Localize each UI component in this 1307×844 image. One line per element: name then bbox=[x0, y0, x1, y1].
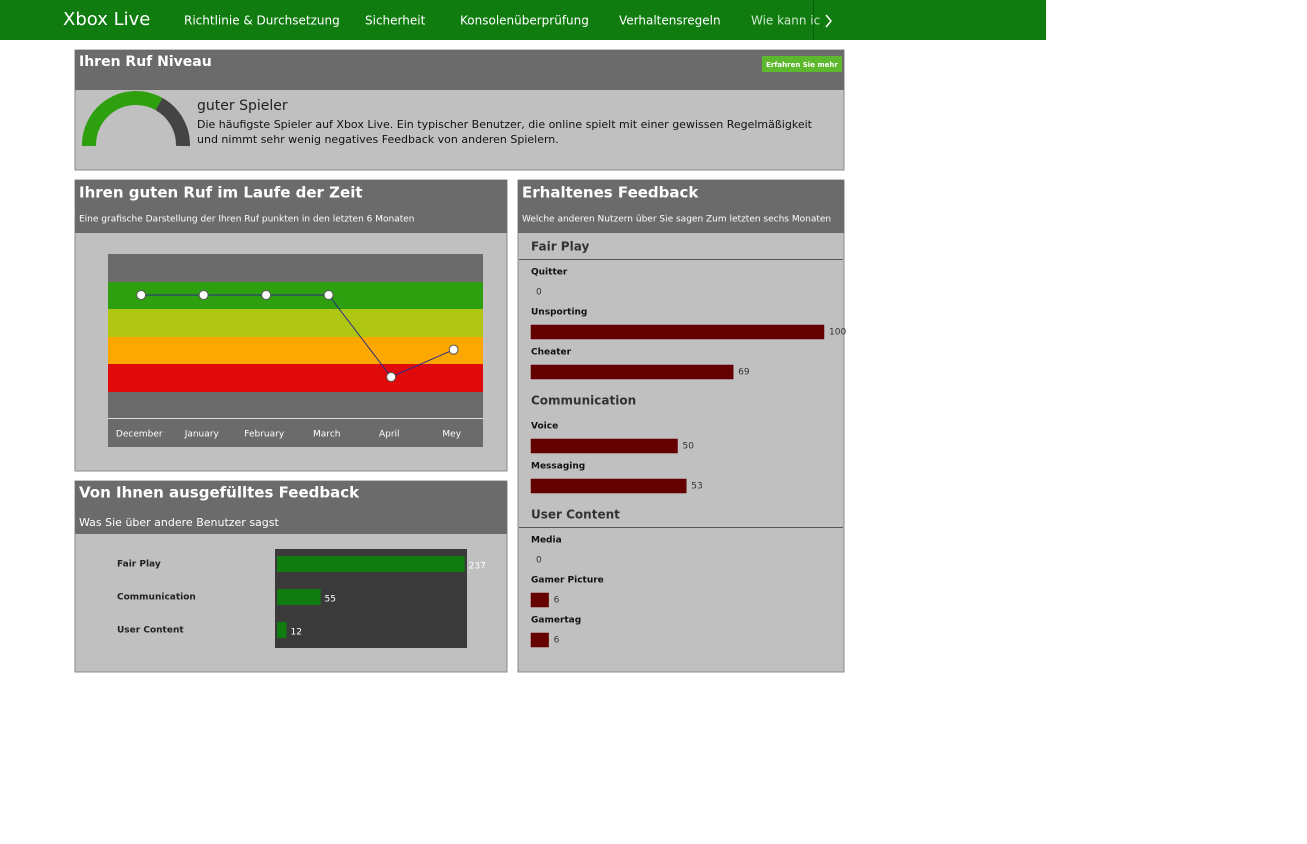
band bbox=[108, 337, 483, 364]
bar bbox=[530, 364, 734, 380]
bar bbox=[277, 556, 465, 572]
category-label: Fair Play bbox=[117, 560, 161, 570]
nav-item[interactable]: Verhaltensregeln bbox=[619, 14, 721, 28]
point bbox=[198, 290, 209, 300]
nav-item[interactable]: Konsolenüberprüfung bbox=[460, 14, 589, 28]
learn-more-button[interactable] bbox=[762, 56, 842, 72]
panel-subtitle: Welche anderen Nutzern über Sie sagen Zu… bbox=[522, 215, 831, 225]
band bbox=[108, 364, 483, 392]
band bbox=[108, 309, 483, 337]
bar bbox=[530, 632, 549, 648]
bar bbox=[530, 438, 678, 454]
bar-label: Gamer Picture bbox=[531, 576, 604, 586]
line bbox=[141, 294, 454, 378]
nav-next[interactable] bbox=[825, 14, 832, 28]
panel-title: Von Ihnen ausgefülltes Feedback bbox=[79, 484, 360, 502]
bar-label: Media bbox=[531, 536, 562, 546]
value-label: 69 bbox=[738, 368, 750, 378]
point bbox=[261, 290, 272, 300]
value-label: 237 bbox=[469, 562, 486, 572]
panel-title: Ihren guten Ruf im Laufe der Zeit bbox=[79, 184, 363, 202]
value-label: 50 bbox=[683, 442, 695, 452]
bar-label: Cheater bbox=[531, 348, 572, 358]
learn-more-label[interactable]: Erfahren Sie mehr bbox=[766, 61, 838, 69]
bar bbox=[530, 592, 549, 608]
bands bbox=[108, 282, 483, 392]
panel-title: Ihren Ruf Niveau bbox=[79, 54, 212, 70]
value-label: 6 bbox=[554, 596, 560, 606]
value-label: 55 bbox=[325, 595, 336, 605]
bar-label: Unsporting bbox=[531, 308, 587, 318]
group-title: Fair Play bbox=[531, 240, 589, 254]
nav-item[interactable]: Richtlinie & Durchsetzung bbox=[184, 14, 340, 28]
bar-label: Voice bbox=[531, 422, 558, 432]
panel-header bbox=[75, 50, 844, 90]
level: guter Spieler bbox=[197, 98, 288, 114]
point bbox=[448, 344, 459, 355]
x-tick-label: April bbox=[379, 430, 400, 440]
nav-bar bbox=[0, 0, 1046, 40]
panel-subtitle: Eine grafische Darstellung der Ihren Ruf… bbox=[79, 215, 414, 225]
gauge-rest bbox=[155, 97, 190, 147]
x-tick-label: Mey bbox=[442, 430, 461, 440]
bar-label: Messaging bbox=[531, 462, 585, 472]
group-title: Communication bbox=[531, 394, 636, 408]
x-tick-label: December bbox=[116, 430, 163, 440]
panel bbox=[517, 179, 845, 673]
panel-header bbox=[75, 180, 507, 233]
x-tick-label: February bbox=[244, 430, 285, 440]
bar bbox=[530, 324, 825, 340]
panel-header bbox=[75, 481, 507, 534]
bar-label: Gamertag bbox=[531, 616, 581, 626]
panel-header bbox=[518, 180, 844, 233]
point bbox=[386, 372, 397, 382]
bar-label: Quitter bbox=[531, 268, 568, 278]
bar bbox=[277, 589, 321, 605]
x-tick-label: January bbox=[184, 430, 220, 440]
nav-item[interactable]: Sicherheit bbox=[365, 14, 426, 28]
x-tick-label: March bbox=[313, 430, 340, 440]
point bbox=[136, 290, 147, 300]
description: Die häufigste Spieler auf Xbox Live. Ein… bbox=[197, 118, 813, 131]
gauge-good bbox=[81, 91, 163, 147]
panel-title: Erhaltenes Feedback bbox=[522, 184, 699, 202]
value-label: 100 bbox=[829, 328, 846, 338]
nav-divider bbox=[813, 0, 814, 40]
nav-item[interactable]: Wie kann ic bbox=[751, 14, 820, 28]
description: und nimmt sehr wenig negatives Feedback … bbox=[197, 133, 559, 146]
value-label: 0 bbox=[536, 288, 542, 298]
panel-subtitle: Was Sie über andere Benutzer sagst bbox=[79, 516, 280, 529]
category-label: User Content bbox=[117, 626, 184, 636]
value-label: 0 bbox=[536, 556, 542, 566]
value-label: 53 bbox=[691, 482, 702, 492]
value-label: 6 bbox=[554, 636, 560, 646]
point bbox=[323, 290, 334, 300]
group-title: User Content bbox=[531, 508, 620, 522]
value-label: 12 bbox=[291, 628, 302, 638]
bar bbox=[530, 478, 687, 494]
brand[interactable]: Xbox Live bbox=[63, 9, 150, 30]
category-label: Communication bbox=[117, 593, 196, 603]
bar bbox=[277, 622, 287, 638]
